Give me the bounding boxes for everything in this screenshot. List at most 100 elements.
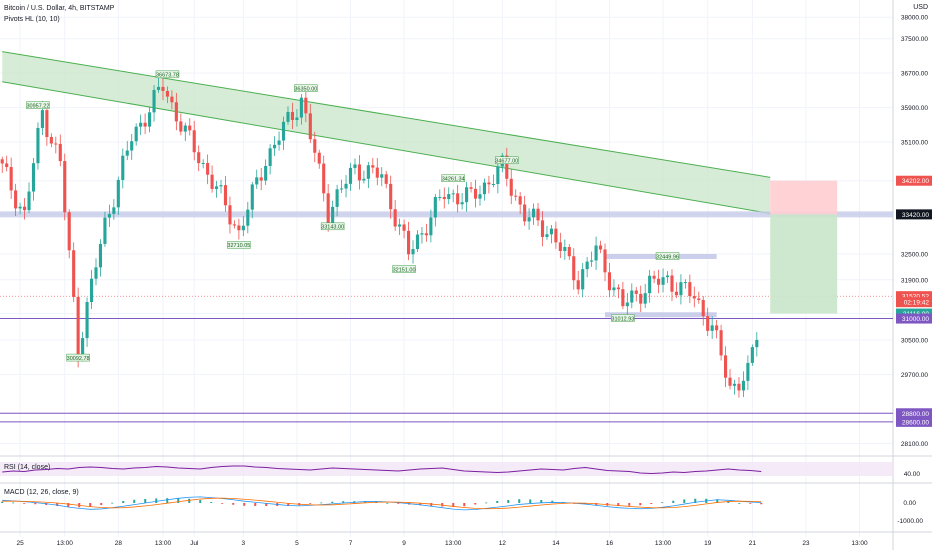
- macd-histogram-bar: [133, 499, 136, 503]
- time-tick-label: Jul: [190, 540, 199, 547]
- candle-body: [40, 110, 44, 128]
- candle-body: [732, 383, 737, 386]
- resistance-zone: [0, 211, 893, 218]
- candle-body: [594, 245, 598, 261]
- candle-body: [612, 287, 616, 291]
- macd-histogram-bar: [716, 499, 719, 503]
- candle-body: [49, 136, 53, 144]
- candle-body: [246, 209, 250, 226]
- candle-body: [670, 275, 674, 292]
- macd-histogram-bar: [518, 499, 521, 503]
- candle-body: [523, 204, 527, 222]
- candle-body: [737, 383, 741, 391]
- time-tick-label: 16: [606, 540, 614, 547]
- macd-histogram-bar: [727, 501, 730, 503]
- candle-body: [621, 289, 625, 307]
- pivot-label-box: [611, 314, 635, 322]
- candle-body: [183, 125, 187, 132]
- candle-body: [692, 296, 696, 299]
- time-tick-label: 13:00: [851, 540, 868, 547]
- take-profit-zone: [770, 214, 838, 314]
- candle-body: [273, 144, 277, 149]
- macd-histogram-bar: [584, 503, 587, 505]
- candle-body: [451, 193, 455, 195]
- candle-body: [603, 249, 607, 273]
- price-tag-label: 31000.00: [902, 316, 929, 323]
- macd-histogram-bar: [331, 501, 334, 503]
- candle-body: [214, 186, 219, 189]
- macd-histogram-bar: [551, 500, 554, 503]
- candle-body: [639, 293, 643, 304]
- rsi-pane[interactable]: 40.00: [0, 462, 920, 478]
- candle-body: [549, 228, 553, 235]
- pivot-label-box: [26, 101, 50, 109]
- candle-body: [322, 163, 326, 194]
- macd-pane[interactable]: 0.00 -1000.00: [1, 496, 923, 525]
- macd-histogram-bar: [694, 498, 697, 503]
- candle-body: [76, 296, 80, 358]
- candle-body: [398, 224, 402, 227]
- macd-histogram-bar: [452, 503, 455, 507]
- candle-body: [299, 97, 303, 118]
- candle-body: [255, 177, 259, 185]
- candle-body: [192, 130, 196, 153]
- price-axis[interactable]: 38000.00 37500.00 36700.00 35900.00 35100.00…: [896, 15, 932, 448]
- candle-body: [424, 233, 428, 236]
- macd-histogram-bar: [661, 502, 664, 504]
- candle-body: [121, 155, 125, 180]
- drawings-layer[interactable]: [0, 51, 893, 423]
- candle-body: [679, 282, 683, 296]
- candle-body: [607, 272, 612, 291]
- rsi-label: RSI (14, close): [4, 464, 51, 471]
- price-tag-label: 28600.00: [902, 419, 929, 426]
- candle-body: [125, 150, 129, 156]
- descending-channel: [2, 51, 771, 214]
- price-tag: [896, 313, 932, 324]
- candle-body: [340, 188, 344, 190]
- candle-body: [308, 113, 312, 140]
- candle-body: [514, 195, 518, 197]
- price-tick-label: 30500.00: [901, 338, 928, 345]
- rsi-line: [2, 465, 762, 475]
- indicator-label: Pivots HL (10, 10): [4, 16, 60, 23]
- candle-body: [188, 125, 192, 131]
- candle-body: [456, 193, 460, 205]
- macd-histogram-bar: [419, 503, 422, 506]
- candle-body: [281, 121, 286, 141]
- price-tag: [896, 175, 932, 186]
- macd-histogram-bar: [507, 499, 510, 503]
- macd-histogram-bar: [23, 503, 26, 504]
- macd-histogram-bar: [529, 499, 532, 503]
- candle-body: [286, 111, 290, 122]
- time-tick-label: 13:00: [155, 540, 172, 547]
- candlestick-series[interactable]: [0, 77, 759, 398]
- candle-body: [98, 243, 103, 268]
- candle-body: [362, 178, 366, 181]
- macd-histogram-bar: [221, 503, 224, 504]
- macd-histogram-bar: [287, 503, 290, 507]
- macd-tick-label: -1000.00: [897, 518, 923, 525]
- macd-histogram-bar: [111, 502, 114, 504]
- macd-histogram-bar: [617, 503, 620, 507]
- pivot-label: 30092.78: [67, 356, 90, 362]
- candle-body: [156, 86, 161, 90]
- candle-body: [411, 249, 415, 255]
- candle-body: [331, 206, 335, 224]
- time-axis[interactable]: 25 13:00 28 13:00 Jul 3 5 7 9 13:00 12 14 16 13:00 19 2…: [16, 540, 868, 547]
- macd-histogram-bar: [595, 503, 598, 506]
- time-tick-label: 13:00: [655, 540, 672, 547]
- candle-body: [264, 165, 268, 181]
- candle-body: [545, 234, 549, 237]
- time-tick-label: 28: [115, 540, 123, 547]
- candle-body: [706, 316, 710, 331]
- pivot-label: 36350.00: [294, 87, 317, 93]
- pivot-label-box: [441, 174, 465, 182]
- macd-histogram-bar: [386, 502, 389, 504]
- macd-histogram-bar: [749, 503, 752, 504]
- time-tick-label: 21: [749, 540, 757, 547]
- time-tick-label: 7: [349, 540, 353, 547]
- candle-body: [715, 325, 719, 331]
- price-tag-label: 31520.52: [902, 294, 929, 301]
- candle-body: [438, 196, 442, 198]
